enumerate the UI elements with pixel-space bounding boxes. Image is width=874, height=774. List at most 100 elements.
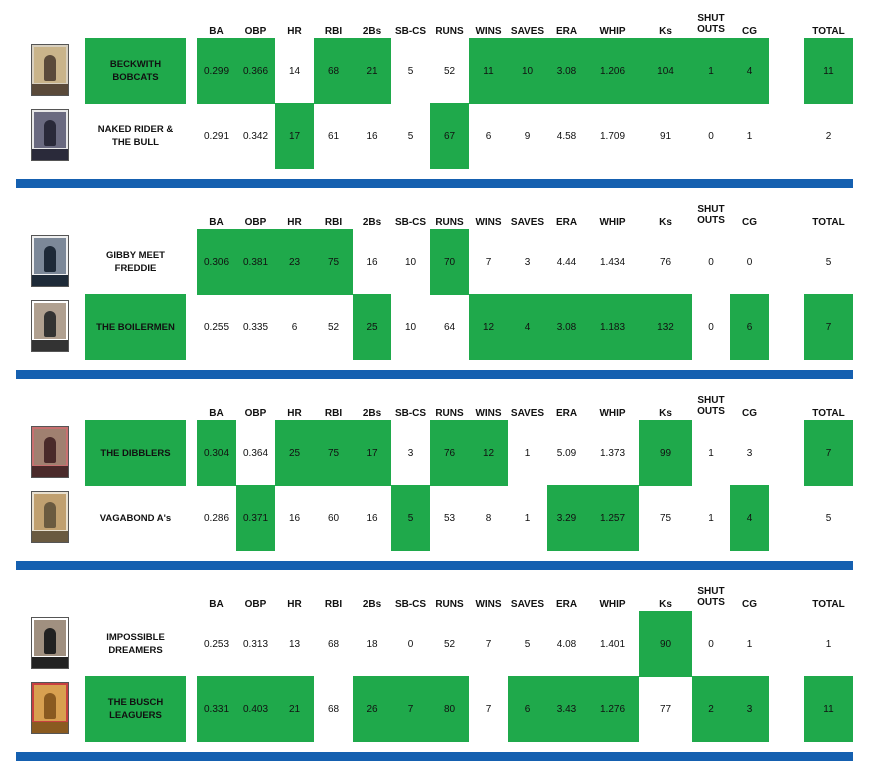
stat-era: 4.44 [556,256,577,268]
baseball-card-icon [31,235,69,287]
stat-ba: 0.253 [203,638,230,650]
stat-ks: 77 [659,703,672,715]
matchup-block: BA OBP HR RBI 2Bs SB-CS RUNS WINS SAVES ERA WHIP Ks… [0,191,874,381]
column-header-ba: BA [209,26,224,37]
stat-ks: 99 [639,420,692,486]
stat-shut-outs: 0 [708,638,714,650]
column-header-runs: RUNS [435,408,464,419]
team-name-label: IMPOSSIBLE DREAMERS [106,632,165,656]
stat-runs: 67 [430,103,469,169]
team-name: THE BUSCH LEAGUERS [85,676,186,742]
team-name-label: THE BUSCH LEAGUERS [107,697,164,721]
stat-runs: 53 [443,512,456,524]
stat-rbi: 61 [327,130,340,142]
stat-cg: 4 [730,38,769,104]
column-header-obp: OBP [244,599,267,610]
column-header-doubles: 2Bs [362,217,382,228]
stat-wins: 6 [485,130,492,142]
baseball-card-icon [31,300,69,352]
baseball-card-icon [31,682,69,734]
player-figure [44,628,56,654]
column-header-hr: HR [287,599,302,610]
stat-era: 3.08 [547,294,586,360]
team-row: BECKWITH BOBCATS 0.299 0.366 14 68 21 5 52 11 10 3… [0,38,874,104]
card-nameplate [32,531,68,542]
stat-obp: 0.364 [242,447,269,459]
column-header-whip: WHIP [599,217,626,228]
column-header-whip: WHIP [599,599,626,610]
stat-runs: 64 [443,321,456,333]
team-name-label: NAKED RIDER & THE BULL [97,124,174,148]
stat-rbi: 60 [327,512,340,524]
column-header-saves: SAVES [510,26,545,37]
stat-era: 3.29 [547,485,586,551]
column-header-cg: CG [742,599,757,610]
stat-whip: 1.401 [599,638,626,650]
column-header-saves: SAVES [510,217,545,228]
stat-saves: 9 [524,130,531,142]
stat-doubles: 21 [353,38,391,104]
team-row: THE DIBBLERS 0.304 0.364 25 75 17 3 76 12 1 5.09 1.… [0,420,874,486]
column-header-total: TOTAL [812,599,845,610]
column-header-cg: CG [742,217,757,228]
stat-whip: 1.276 [586,676,639,742]
column-header-ks: Ks [659,26,672,37]
stat-ks: 90 [639,611,692,677]
column-header-wins: WINS [475,599,502,610]
stat-hr: 23 [275,229,314,295]
stat-whip: 1.434 [599,256,626,268]
stat-era: 3.08 [547,38,586,104]
stat-cg: 6 [730,294,769,360]
column-header-runs: RUNS [435,217,464,228]
stat-total: 7 [804,294,853,360]
stat-saves: 4 [508,294,547,360]
stat-sb-cs: 0 [407,638,414,650]
team-name-label: BECKWITH BOBCATS [109,59,162,83]
card-nameplate [32,149,68,160]
stat-rbi: 68 [327,638,340,650]
baseball-card-icon [31,426,69,478]
stat-cg: 4 [730,485,769,551]
column-header-ba: BA [209,408,224,419]
stat-shut-outs: 0 [708,130,714,142]
baseball-card-icon [31,617,69,669]
stat-ba: 0.286 [203,512,230,524]
team-row: GIBBY MEET FREDDIE 0.306 0.381 23 75 16 10 70 7 3… [0,229,874,295]
stat-cg: 0 [746,256,753,268]
section-divider [16,179,853,188]
column-header-saves: SAVES [510,408,545,419]
stat-whip: 1.709 [599,130,626,142]
stat-saves: 6 [508,676,547,742]
stat-runs: 70 [430,229,469,295]
column-header-hr: HR [287,217,302,228]
column-header-ks: Ks [659,408,672,419]
stat-obp: 0.342 [242,130,269,142]
column-header-runs: RUNS [435,599,464,610]
stat-ba: 0.331 [197,676,236,742]
stat-obp: 0.381 [236,229,275,295]
card-nameplate [32,657,68,668]
column-header-wins: WINS [475,408,502,419]
team-row: THE BUSCH LEAGUERS 0.331 0.403 21 68 26 7 80 7 6 3… [0,676,874,742]
baseball-card-icon [31,44,69,96]
matchup-block: BA OBP HR RBI 2Bs SB-CS RUNS WINS SAVES ERA WHIP Ks… [0,573,874,763]
stat-ba: 0.304 [197,420,236,486]
stat-sb-cs: 5 [407,130,414,142]
card-nameplate [32,722,68,733]
stat-doubles: 26 [353,676,391,742]
stat-rbi: 75 [314,229,353,295]
stat-ba: 0.255 [203,321,230,333]
stat-wins: 8 [485,512,492,524]
stat-total: 11 [804,676,853,742]
column-header-rbi: RBI [324,599,343,610]
column-header-rbi: RBI [324,217,343,228]
column-header-whip: WHIP [599,26,626,37]
column-header-total: TOTAL [812,408,845,419]
stat-saves: 1 [524,512,531,524]
stat-ba: 0.291 [203,130,230,142]
column-header-doubles: 2Bs [362,26,382,37]
team-row: NAKED RIDER & THE BULL 0.291 0.342 17 61 16 5 6… [0,103,874,169]
stat-whip: 1.183 [586,294,639,360]
player-figure [44,120,56,146]
stat-doubles: 16 [366,512,378,524]
